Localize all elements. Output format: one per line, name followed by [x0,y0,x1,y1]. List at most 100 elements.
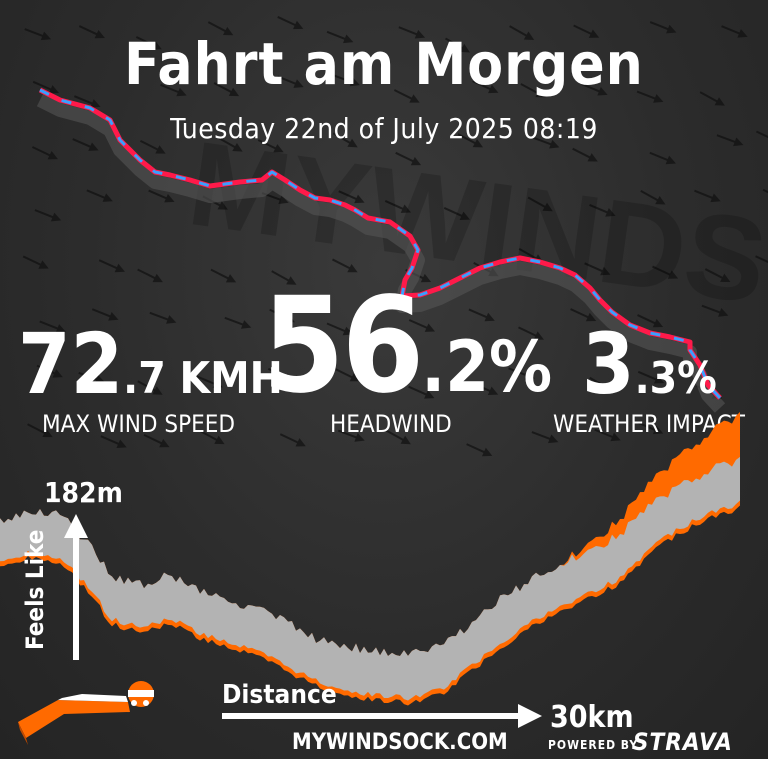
wind-arrow-icon [140,139,166,154]
wind-arrow-icon [271,270,297,285]
y-axis-arrowhead [64,514,88,538]
wind-arrow-icon [532,136,560,149]
wind-arrow-icon [333,74,360,87]
wind-arrow-icon [326,322,353,336]
wind-arrow-icon [269,308,295,323]
wind-arrow-icon [472,80,499,94]
headwind-label: HEADWIND [330,410,452,438]
wind-arrow-icon [224,316,252,329]
wind-arrow-icon [471,382,499,396]
wind-arrow-icon [443,206,470,220]
max-wind-speed-whole: 72 [18,315,124,413]
wind-arrow-icon [137,380,163,395]
headwind-decimal: .2% [421,326,553,408]
wind-arrow-icon [398,26,426,39]
wind-arrow-icon [637,370,665,384]
x-axis-arrowhead [518,704,542,728]
wind-arrow-icon [337,429,365,442]
wind-arrow-icon [384,200,412,213]
wind-arrow-icon [39,320,66,333]
max-elevation-label: 182m [44,476,123,509]
wind-arrow-icon [72,138,99,151]
wind-arrow-icon [468,308,495,322]
wind-arrow-icon [589,204,616,217]
wind-arrow-icon [143,434,170,448]
wind-arrow-icon [762,188,768,200]
headwind-whole: 56 [262,269,424,423]
wind-arrow-icon [640,190,666,205]
wind-arrow-icon [520,83,546,98]
wind-arrow-icon [277,16,304,30]
max-wind-speed-unit: KMH [165,353,283,404]
wind-arrow-icon [217,136,243,152]
wind-arrow-icon [527,196,553,212]
wind-arrow-icon [148,189,175,203]
wind-arrow-icon [508,367,535,380]
y-axis-label: Feels Like [21,529,49,650]
wind-arrow-icon [572,147,598,162]
max-wind-speed-label: MAX WIND SPEED [42,410,236,438]
route-shadow [36,93,726,413]
wind-arrow-icon [636,421,664,435]
wind-arrow-icon [457,133,484,148]
wind-arrow-icon [267,367,294,382]
wind-arrow-icon [22,255,49,269]
wind-arrow-icon [755,255,768,266]
wind-arrow-icon [701,304,729,317]
wind-arrow-icon [160,83,187,97]
wind-arrow-icon [637,314,664,328]
wind-arrow-icon [385,429,411,445]
wind-arrow-icon [395,151,422,166]
wind-arrow-icon [213,82,240,97]
wind-arrow-icon [36,364,63,378]
wind-arrow-icon [31,146,58,160]
wind-arrow-icon [137,268,163,283]
wind-arrow-icon [716,134,744,147]
max-wind-speed-decimal: .7 [123,353,166,404]
powered-by-text: POWERED BY [548,738,639,752]
wind-arrow-icon [408,385,435,399]
wind-arrow-icon [135,36,162,50]
wind-arrow-icon [652,265,679,279]
activity-datetime: Tuesday 22nd of July 2025 08:19 [170,112,598,145]
weather-impact-whole: 3 [582,315,635,413]
wind-arrow-icon [199,429,225,445]
wind-arrow-icon [91,308,119,321]
mywindsock-logo [18,681,154,745]
wind-arrow-icon [334,367,361,382]
x-axis-label: Distance [222,680,337,710]
wind-arrow-icon [332,132,358,148]
wind-arrow-icon [699,91,725,106]
wind-arrow-icon [24,28,52,41]
wind-arrow-icon [584,262,611,276]
weather-impact-value: 3.3% [582,322,717,406]
wind-arrow-icon [694,189,721,203]
wind-arrow-icon [196,375,223,389]
wind-arrow-icon [326,30,354,44]
wind-arrow-icon [332,258,358,273]
wind-arrow-icon [649,21,677,34]
wind-arrow-icon [570,308,597,322]
wind-arrow-icon [721,25,748,38]
wind-arrow-icon [573,24,600,38]
wind-arrow-icon [408,319,436,332]
wind-arrow-icon [509,25,535,41]
wind-arrow-icon [756,130,768,141]
x-axis-end-label: 30km [550,700,634,735]
route-line-overlay [39,88,722,400]
wind-arrow-icon [466,443,493,457]
wind-arrow-icon [78,25,105,39]
wind-arrow-icon [277,75,304,88]
wind-arrow-icon [257,139,284,153]
wind-arrow-icon [78,371,106,384]
wind-arrow-icon [279,433,306,447]
wind-arrow-icon [594,428,621,442]
wind-arrow-icon [581,83,608,96]
wind-arrow-icon [207,21,234,36]
wind-arrow-icon [518,326,544,340]
wind-arrow-icon [74,95,101,108]
